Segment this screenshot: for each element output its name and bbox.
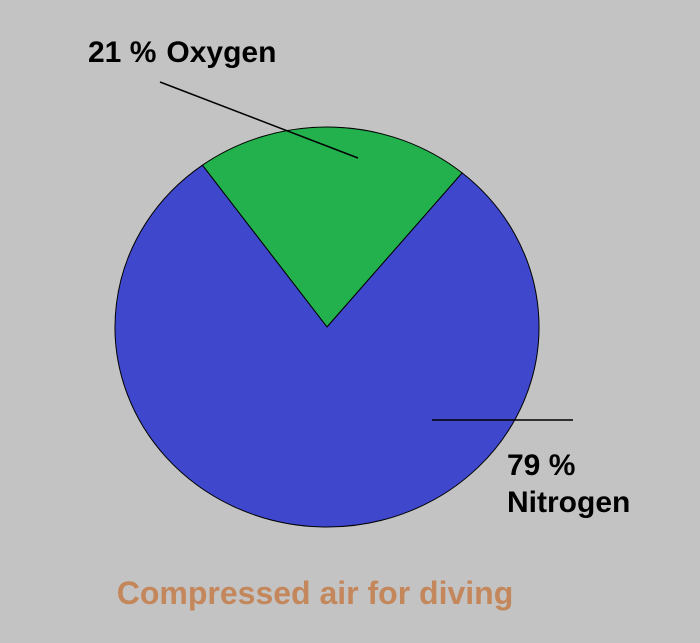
slice-label: 21 % Oxygen xyxy=(88,36,276,69)
leader-line xyxy=(159,81,359,159)
value-label: 79 % xyxy=(507,449,575,482)
pie-slice xyxy=(201,126,463,328)
category-label: Oxygen xyxy=(166,36,276,69)
chart-title: Compressed air for diving xyxy=(117,575,514,611)
pie-slice xyxy=(114,164,540,528)
category-label: Nitrogen xyxy=(507,486,630,519)
value-label: 21 % xyxy=(88,36,156,69)
